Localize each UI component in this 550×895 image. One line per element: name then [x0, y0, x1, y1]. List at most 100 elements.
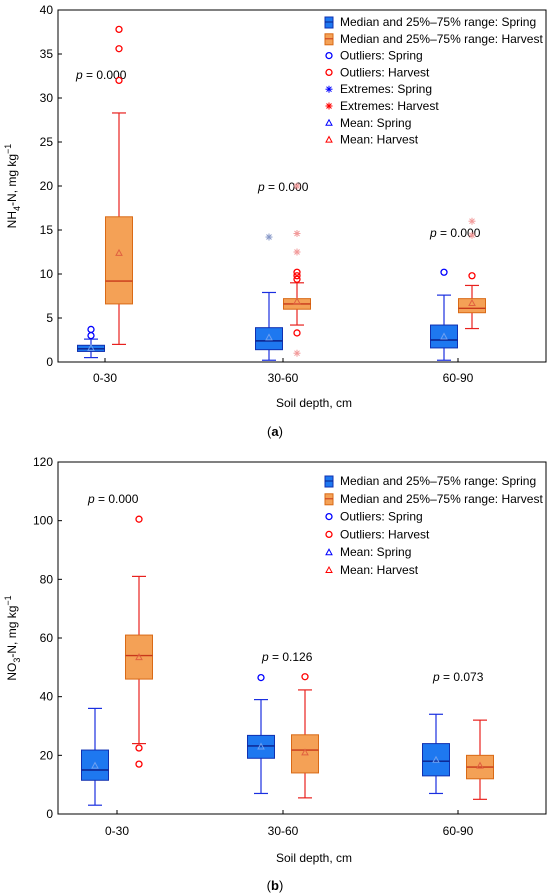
panel-b-p-value: p = 0.073: [432, 670, 484, 684]
panel-b-ytick-label: 100: [33, 514, 53, 528]
panel-b-legend-triangle-swatch: [325, 548, 333, 556]
panel-b-y-axis-label: NO3-N, mg kg−1: [3, 595, 22, 680]
panel-a-harvest-extreme-stroke: [294, 350, 300, 357]
panel-a-spring-extreme: [265, 233, 273, 241]
panel-a-legend-label: Mean: Spring: [340, 116, 411, 130]
panel-a-xtick-label: 30-60: [268, 371, 299, 385]
panel-b-xtick-label: 30-60: [268, 824, 299, 838]
panel-a-ytick-label: 15: [40, 223, 54, 237]
panel-b-legend-label: Median and 25%–75% range: Harvest: [340, 492, 543, 506]
panel-a-y-axis-label: NH4-N, mg kg−1: [3, 144, 22, 229]
panel-b-legend-triangle-swatch: [325, 565, 333, 573]
panel-a-legend-star-swatch-stroke: [326, 103, 332, 109]
panel-b-ytick-label: 120: [33, 455, 53, 469]
panel-b-harvest-mean-marker: [301, 748, 309, 756]
panel-b-xtick-label: 60-90: [443, 824, 474, 838]
panel-a-p-value: p = 0.000: [257, 180, 309, 194]
panel-a-ytick-label: 0: [46, 355, 53, 369]
panel-a-spring-extreme-stroke: [266, 234, 272, 240]
panel-a-legend-circle-swatch: [325, 51, 333, 60]
panel-a-legend-label: Outliers: Spring: [340, 49, 423, 63]
panel-a-legend-label: Mean: Harvest: [340, 133, 419, 147]
panel-b-ytick-label: 40: [40, 690, 54, 704]
panel-a-harvest-extreme-stroke: [294, 183, 300, 189]
panel-a-legend-triangle-swatch: [325, 135, 333, 143]
panel-a-harvest-extreme: [293, 349, 301, 357]
panel-b-harvest-mean-marker: [135, 653, 143, 661]
panel-a-spring-outlier: [87, 331, 95, 340]
panel-a-harvest-outlier: [293, 275, 301, 283]
panel-a-label: (a): [267, 424, 283, 439]
panel-a-legend-label: Median and 25%–75% range: Harvest: [340, 32, 543, 46]
panel-a-spring-outlier: [87, 325, 95, 334]
panel-a-spring-box: [430, 324, 458, 349]
panel-a-ytick-label: 30: [40, 91, 54, 105]
panel-a-ytick-label: 20: [40, 179, 54, 193]
panel-b-legend-label: Outliers: Spring: [340, 510, 423, 524]
panel-a-harvest-outlier: [115, 25, 123, 34]
panel-a-harvest-outlier: [468, 272, 476, 280]
panel-b-harvest-box: [291, 734, 319, 774]
panel-a-harvest-mean-marker: [115, 248, 123, 256]
panel-b-spring-box: [422, 743, 450, 777]
panel-b-xtick-label: 0-30: [105, 824, 129, 838]
panel-b-legend-circle-swatch: [325, 512, 333, 521]
panel-b-p-value: p = 0.000: [87, 492, 139, 506]
panel-b-x-axis-label: Soil depth, cm: [276, 851, 352, 865]
panel-a-ytick-label: 35: [40, 47, 54, 61]
panel-a-legend-circle-swatch: [325, 68, 333, 77]
panel-b-harvest-box: [125, 634, 153, 680]
panel-a-harvest-extreme: [293, 182, 301, 190]
panel-a-ytick-label: 5: [46, 311, 53, 325]
panel-a-legend-triangle-swatch: [325, 118, 333, 126]
panel-a-spring-outlier: [440, 268, 448, 276]
panel-a-spring-mean-marker: [87, 343, 95, 351]
panel-a-ytick-label: 40: [40, 3, 54, 17]
panel-b-label: (b): [267, 878, 284, 893]
panel-a-p-value: p = 0.000: [429, 226, 481, 240]
panel-b-p-value: p = 0.126: [261, 650, 313, 664]
panel-b-harvest-outlier: [135, 515, 143, 523]
panel-b-legend-label: Mean: Spring: [340, 545, 411, 559]
panel-a-legend-label: Extremes: Spring: [340, 82, 432, 96]
panel-a-harvest-extreme: [293, 230, 301, 238]
panel-a-spring-mean-marker: [440, 332, 448, 340]
panel-a-ytick-label: 10: [40, 267, 54, 281]
panel-a-harvest-extreme-stroke: [294, 230, 300, 237]
panel-a-harvest-extreme: [468, 231, 476, 239]
panel-a-legend-star-swatch: [325, 85, 333, 93]
panel-a-x-axis-label: Soil depth, cm: [276, 396, 352, 410]
panel-a-harvest-extreme-stroke: [469, 218, 475, 225]
panel-a-harvest-extreme: [468, 217, 476, 225]
panel-a-p-value: p = 0.000: [75, 68, 127, 82]
panel-b-spring-box: [247, 734, 275, 759]
panel-b-ytick-label: 20: [40, 748, 54, 762]
panel-b-spring-mean-marker: [91, 761, 99, 769]
panel-b-spring-outlier: [257, 673, 265, 682]
panel-a-harvest-extreme-stroke: [294, 249, 300, 255]
panel-a-harvest-outlier: [293, 268, 301, 276]
panel-a-legend-star-swatch-stroke: [326, 86, 332, 93]
panel-b-legend-label: Mean: Harvest: [340, 563, 419, 577]
panel-a-harvest-outlier: [293, 329, 301, 337]
panel-b-legend-circle-swatch: [325, 530, 333, 539]
panel-b-legend-label: Median and 25%–75% range: Spring: [340, 474, 536, 488]
panel-b-spring-mean-marker: [432, 755, 440, 763]
panel-a-harvest-extreme-stroke: [469, 232, 475, 239]
panel-b-ytick-label: 80: [40, 572, 54, 586]
panel-a-harvest-outlier: [115, 45, 123, 53]
panel-a-harvest-mean-marker: [468, 298, 476, 307]
panel-b-ytick-label: 0: [46, 807, 53, 821]
panel-a-harvest-outlier: [293, 272, 301, 280]
panel-a-harvest-mean-marker: [293, 297, 301, 305]
panel-a-harvest-extreme: [293, 248, 301, 256]
panel-a-spring-box: [255, 327, 283, 351]
panel-b-spring-mean-marker: [257, 742, 265, 750]
panel-b-harvest-outlier: [135, 760, 143, 768]
panel-a-xtick-label: 60-90: [443, 371, 474, 385]
panel-a-xtick-label: 0-30: [93, 371, 117, 385]
panel-a-legend-label: Extremes: Harvest: [340, 99, 439, 113]
panel-a-spring-mean-marker: [265, 333, 273, 341]
panel-a-legend-label: Outliers: Harvest: [340, 65, 430, 79]
